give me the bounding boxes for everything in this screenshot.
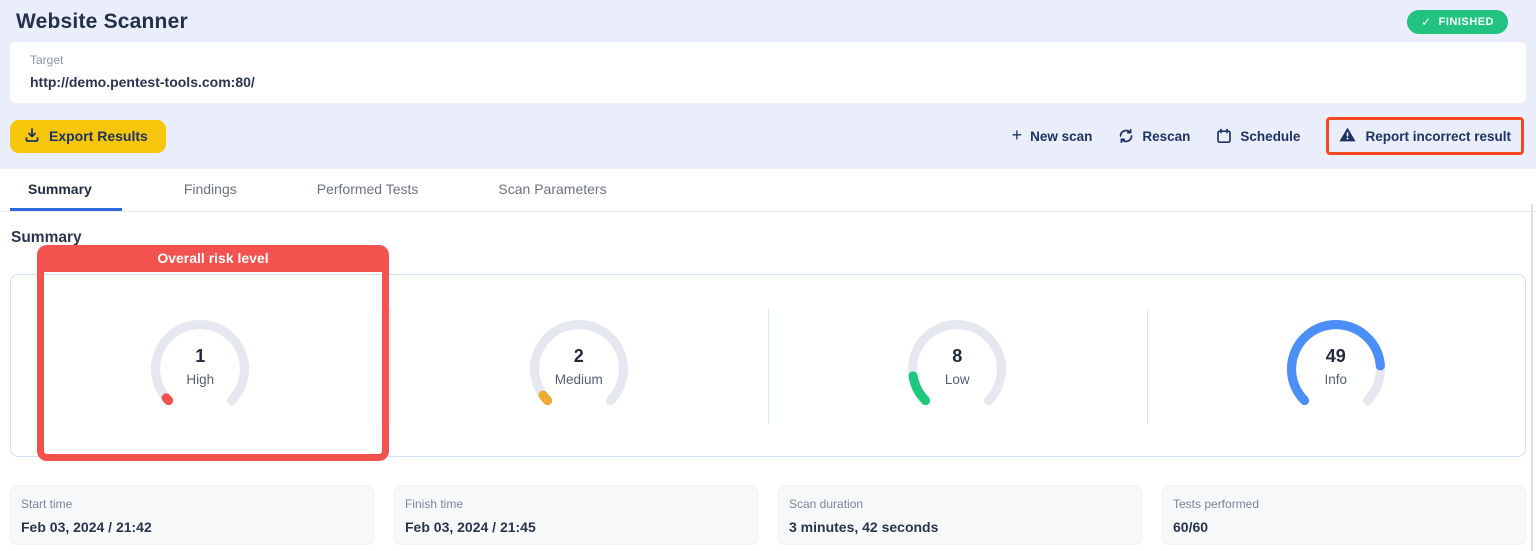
export-results-label: Export Results bbox=[49, 128, 148, 144]
right-actions: + New scan Rescan Schedule bbox=[1012, 117, 1526, 155]
download-icon bbox=[24, 127, 40, 146]
gauge-cell-low: 8 Low bbox=[768, 275, 1147, 456]
gauge-high-arc bbox=[151, 319, 250, 405]
gauge-low-label: Low bbox=[944, 372, 970, 387]
overall-risk-level-annotation-label: Overall risk level bbox=[37, 245, 389, 272]
gauge-high-label: High bbox=[186, 372, 215, 387]
tests-performed-card: Tests performed 60/60 bbox=[1162, 485, 1526, 545]
overall-risk-level-annotation: Overall risk level bbox=[37, 245, 389, 461]
tests-performed-value: 60/60 bbox=[1173, 519, 1209, 535]
gauge-medium: 2 Medium bbox=[521, 311, 637, 427]
export-results-button[interactable]: Export Results bbox=[10, 119, 166, 153]
gauge-high-value: 1 bbox=[195, 346, 206, 366]
tab-scan-parameters[interactable]: Scan Parameters bbox=[498, 180, 607, 197]
tests-performed-label: Tests performed bbox=[1173, 497, 1260, 511]
finish-time-label: Finish time bbox=[405, 497, 464, 511]
gauge-high: 1 High bbox=[142, 311, 258, 427]
finish-time-card: Finish time Feb 03, 2024 / 21:45 bbox=[394, 485, 758, 545]
summary-heading: Summary bbox=[11, 229, 82, 246]
finish-time-value: Feb 03, 2024 / 21:45 bbox=[405, 519, 536, 535]
scan-duration-value: 3 minutes, 42 seconds bbox=[789, 519, 939, 535]
gauge-cell-high: 1 High bbox=[11, 275, 390, 456]
new-scan-label: New scan bbox=[1030, 128, 1093, 144]
rescan-label: Rescan bbox=[1142, 128, 1191, 144]
rescan-button[interactable]: Rescan bbox=[1118, 128, 1190, 144]
gauge-info-value: 49 bbox=[1325, 346, 1346, 366]
refresh-icon bbox=[1118, 128, 1134, 144]
schedule-label: Schedule bbox=[1240, 128, 1301, 144]
scrollbar[interactable] bbox=[1531, 204, 1533, 551]
scan-duration-label: Scan duration bbox=[789, 497, 864, 511]
scan-duration-card: Scan duration 3 minutes, 42 seconds bbox=[778, 485, 1142, 545]
gauge-info-arc bbox=[1286, 319, 1385, 405]
scan-info-cards: Start time Feb 03, 2024 / 21:42 Finish t… bbox=[10, 485, 1526, 545]
start-time-value: Feb 03, 2024 / 21:42 bbox=[21, 519, 152, 535]
page-header: Website Scanner ✓ FINISHED Target http:/… bbox=[0, 0, 1536, 169]
report-incorrect-result-label: Report incorrect result bbox=[1365, 128, 1511, 144]
warning-icon bbox=[1339, 127, 1357, 145]
tab-performed-tests[interactable]: Performed Tests bbox=[316, 180, 419, 197]
gauge-medium-value: 2 bbox=[573, 346, 584, 366]
tab-findings[interactable]: Findings bbox=[183, 180, 237, 197]
page-title: Website Scanner bbox=[16, 10, 188, 33]
plus-icon: + bbox=[1011, 125, 1023, 145]
gauge-info: 49 Info bbox=[1278, 311, 1394, 427]
target-card: Target http://demo.pentest-tools.com:80/ bbox=[10, 42, 1526, 103]
status-badge-label: FINISHED bbox=[1438, 16, 1494, 28]
checkmark-icon: ✓ bbox=[1421, 15, 1432, 29]
gauge-low: 8 Low bbox=[899, 311, 1015, 427]
start-time-card: Start time Feb 03, 2024 / 21:42 bbox=[10, 485, 374, 545]
new-scan-button[interactable]: + New scan bbox=[1011, 125, 1093, 145]
gauge-low-arc bbox=[908, 319, 1007, 405]
title-row: Website Scanner ✓ FINISHED bbox=[10, 8, 1526, 42]
calendar-icon bbox=[1216, 128, 1232, 144]
target-value: http://demo.pentest-tools.com:80/ bbox=[30, 74, 255, 90]
start-time-label: Start time bbox=[21, 497, 73, 511]
status-badge: ✓ FINISHED bbox=[1407, 10, 1508, 34]
summary-content: Summary 1 High 2 bbox=[0, 229, 1536, 545]
overall-risk-level-annotation-frame bbox=[37, 272, 389, 461]
actions-row: Export Results + New scan Rescan bbox=[10, 117, 1526, 155]
gauge-cell-info: 49 Info bbox=[1146, 275, 1526, 456]
tab-summary[interactable]: Summary bbox=[10, 169, 122, 211]
tab-bar: Summary Findings Performed Tests Scan Pa… bbox=[0, 169, 1536, 212]
gauge-cell-medium: 2 Medium bbox=[389, 275, 769, 456]
risk-gauges-panel: 1 High 2 Medium bbox=[10, 274, 1526, 457]
gauge-medium-label: Medium bbox=[554, 372, 603, 387]
gauge-medium-arc bbox=[529, 319, 628, 405]
report-incorrect-result-button[interactable]: Report incorrect result bbox=[1326, 117, 1524, 155]
schedule-button[interactable]: Schedule bbox=[1216, 128, 1300, 144]
gauge-info-label: Info bbox=[1324, 372, 1348, 387]
gauge-low-value: 8 bbox=[952, 346, 963, 366]
target-label: Target bbox=[30, 53, 64, 67]
